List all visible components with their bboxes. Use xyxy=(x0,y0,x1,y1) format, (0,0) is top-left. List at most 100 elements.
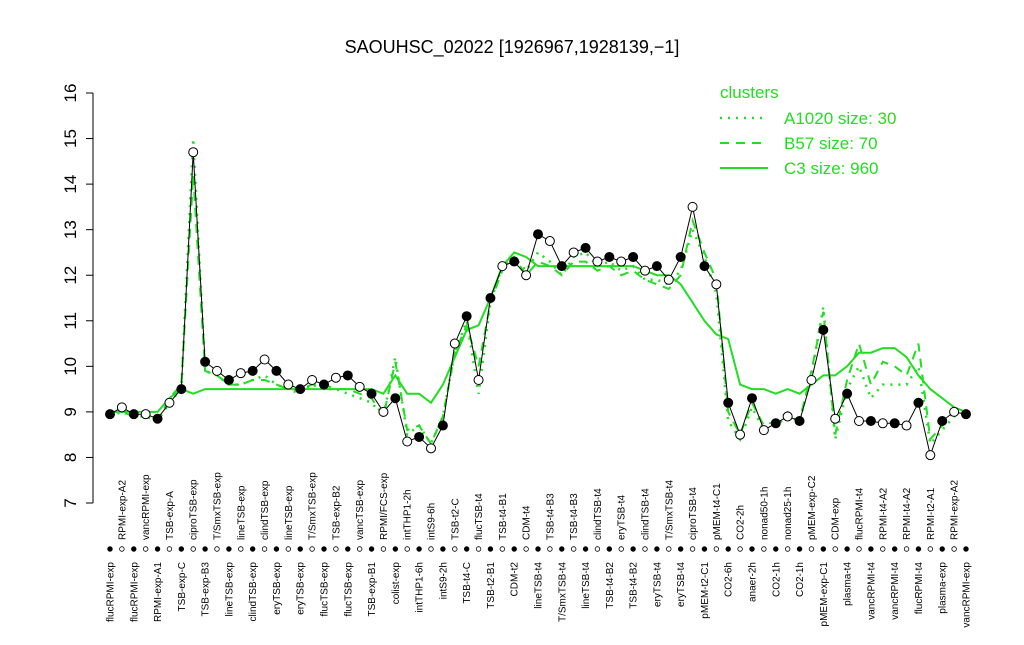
x-tick-label: TSB-t2-C xyxy=(450,498,461,540)
x-tick-label: T/SmxTSB-t4 xyxy=(557,562,568,622)
sample-dot xyxy=(523,546,529,552)
sample-dot xyxy=(238,546,244,552)
data-point xyxy=(640,265,650,276)
data-point xyxy=(794,416,805,426)
sample-dot xyxy=(131,546,137,552)
sample-dot xyxy=(594,546,601,552)
data-point xyxy=(544,236,555,247)
data-point xyxy=(378,406,389,417)
data-point xyxy=(128,409,139,420)
data-point xyxy=(604,252,615,262)
cluster-line xyxy=(109,138,967,447)
sample-dot xyxy=(154,546,161,552)
data-point xyxy=(818,324,829,335)
x-tick-label: vancRPMI-exp xyxy=(962,562,973,628)
x-tick-label: TSB-t4-B2 xyxy=(605,562,616,609)
x-tick-label: CDM-t2 xyxy=(510,562,521,597)
data-point xyxy=(937,416,948,426)
x-tick-label: CDM-t4 xyxy=(522,505,533,540)
sample-dot xyxy=(820,546,827,552)
data-point xyxy=(616,256,627,267)
y-tick-label: 13 xyxy=(61,220,80,239)
sample-dot xyxy=(249,546,256,552)
data-point xyxy=(901,420,912,431)
legend-label: C3 size: 960 xyxy=(784,159,879,178)
x-tick-label: RPMI-t4-A2 xyxy=(878,487,889,540)
sample-dot xyxy=(285,546,292,552)
sample-dot xyxy=(345,546,351,552)
data-point xyxy=(414,431,425,442)
data-point xyxy=(473,375,484,385)
sample-dot xyxy=(392,546,399,552)
y-tick-label: 14 xyxy=(61,175,80,194)
x-tick-label: pMEM-exp-C1 xyxy=(819,562,830,627)
x-tick-label: pMEM-t4-C1 xyxy=(712,483,723,540)
y-tick-label: 8 xyxy=(61,453,80,462)
sample-dot xyxy=(309,546,315,552)
gene-line xyxy=(109,152,967,458)
data-point xyxy=(342,370,353,381)
data-point xyxy=(628,252,639,262)
data-point xyxy=(164,397,175,408)
sample-dot xyxy=(844,546,850,552)
sample-dot xyxy=(380,546,387,552)
sample-dot xyxy=(416,546,422,552)
x-tick-label: TSB-t4-B2 xyxy=(629,562,640,609)
x-tick-label: TSB-t4-B3 xyxy=(545,493,556,540)
data-point xyxy=(140,409,151,420)
x-tick-label: flucRPMI-t4 xyxy=(914,562,925,615)
sample-dot xyxy=(963,546,969,552)
x-tick-label: TSB-exp-C xyxy=(177,562,188,611)
x-tick-label: TSB-t2-B1 xyxy=(486,562,497,609)
sample-dot xyxy=(951,546,957,552)
x-tick-label: vancRPMI-exp xyxy=(141,474,152,540)
data-point xyxy=(854,416,864,426)
sample-dot xyxy=(321,546,327,552)
sample-dot xyxy=(368,546,375,552)
x-tick-label: lineTSB-exp xyxy=(224,562,235,617)
data-point xyxy=(497,261,508,272)
sample-dot xyxy=(654,546,660,552)
sample-dot xyxy=(452,546,458,552)
x-tick-label: ciproTSB-t4 xyxy=(688,487,699,540)
data-point xyxy=(295,384,306,395)
data-point xyxy=(354,381,365,392)
y-tick-label: 15 xyxy=(61,129,80,148)
x-tick-label: lineTSB-t4 xyxy=(581,562,592,609)
x-tick-label: CO2-1h xyxy=(795,562,806,597)
data-point xyxy=(889,418,900,429)
sample-dot xyxy=(273,546,280,552)
sample-dot xyxy=(666,546,672,552)
y-tick-label: 7 xyxy=(61,498,80,507)
data-point xyxy=(675,252,686,262)
sample-dot xyxy=(178,546,185,552)
x-tick-label: colist-exp xyxy=(391,562,402,605)
data-point xyxy=(330,372,341,383)
data-point xyxy=(533,229,543,240)
x-tick-label: flucRPMI-exp xyxy=(106,562,117,622)
data-point xyxy=(877,418,888,429)
sample-dot xyxy=(559,546,565,552)
x-tick-label: intS9-2h xyxy=(438,562,449,599)
data-point xyxy=(390,393,401,404)
sample-dot xyxy=(725,546,731,552)
y-tick-label: 16 xyxy=(61,84,80,103)
x-tick-label: plasma-t4 xyxy=(843,562,854,606)
data-point xyxy=(212,365,222,376)
data-point xyxy=(865,416,876,426)
sample-dot xyxy=(737,546,743,552)
x-tick-label: RPMI-exp-A1 xyxy=(153,562,164,622)
sample-dot xyxy=(808,546,815,552)
x-tick-label: T/SmxTSB-exp xyxy=(308,472,319,540)
sample-dot xyxy=(261,546,268,552)
sample-dot xyxy=(333,546,339,552)
x-tick-label: intTHP1-6h xyxy=(415,562,426,613)
x-tick-label: eryTSB-t4 xyxy=(676,562,687,607)
sample-dot xyxy=(166,546,173,552)
x-tick-label: pMEM-exp-C2 xyxy=(807,475,818,540)
sample-dot xyxy=(927,546,934,552)
sample-dot xyxy=(463,546,470,552)
sample-dot xyxy=(606,546,613,552)
data-point xyxy=(830,413,841,424)
x-tick-label: TSB-exp-B2 xyxy=(331,485,342,540)
